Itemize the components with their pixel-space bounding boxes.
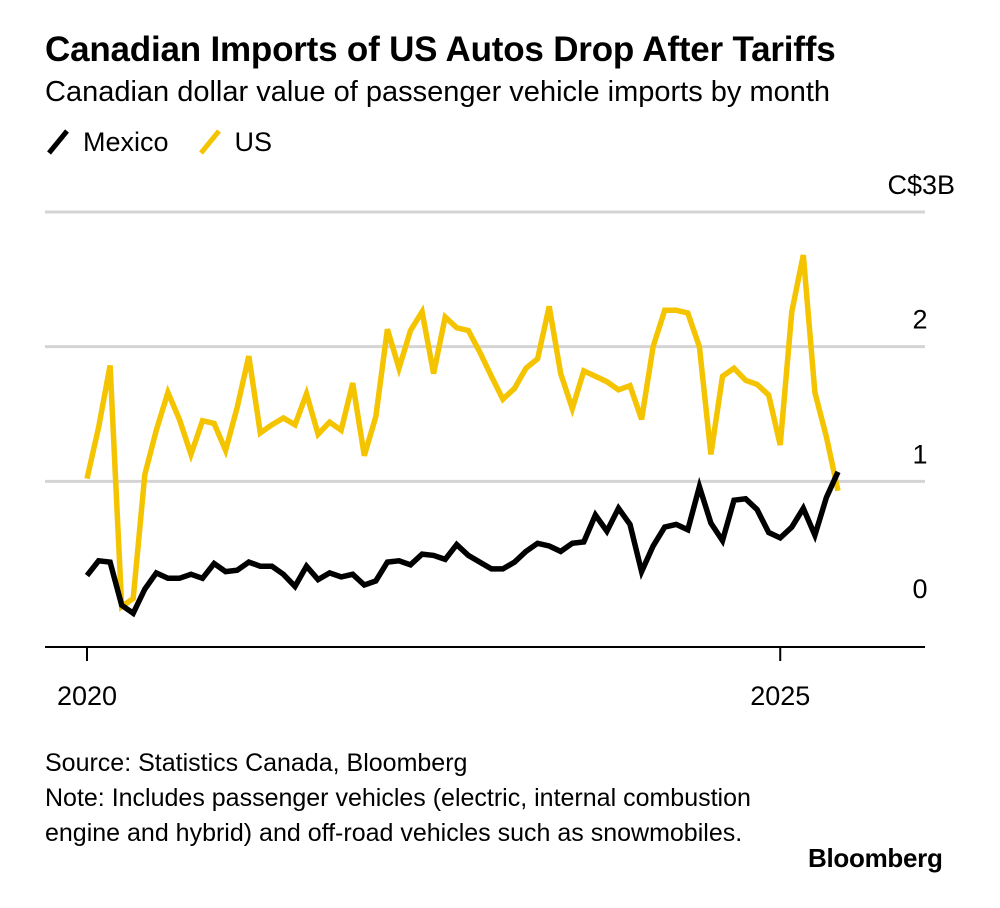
chart-title: Canadian Imports of US Autos Drop After … (45, 30, 836, 69)
legend-item-us: US (197, 126, 273, 158)
legend: Mexico US (45, 124, 300, 160)
gridlines (45, 210, 925, 483)
y-tick-label-1: 1 (912, 439, 927, 469)
bloomberg-logo: Bloomberg (808, 843, 943, 873)
line-chart: 2020 2025 C$3B 2 1 0 (45, 170, 955, 711)
legend-label-mexico: Mexico (83, 126, 169, 157)
series-line-mexico (84, 470, 841, 618)
source-text: Source: Statistics Canada, Bloomberg (45, 749, 468, 777)
footer-notes: Source: Statistics Canada, Bloomberg Not… (45, 746, 765, 851)
axes (45, 646, 925, 661)
tick-labels: 2020 2025 C$3B 2 1 0 (57, 170, 955, 711)
y-tick-label-2: 2 (912, 305, 927, 335)
legend-label-us: US (234, 126, 273, 157)
legend-swatch-us (198, 129, 221, 155)
note-text: Note: Includes passenger vehicles (elect… (45, 784, 751, 847)
y-tick-label-0: 0 (912, 574, 927, 604)
legend-swatch-mexico (47, 129, 69, 155)
series-line-us (84, 254, 841, 612)
x-tick-label-2025: 2025 (750, 681, 810, 711)
x-tick-label-2020: 2020 (57, 681, 117, 711)
legend-item-mexico: Mexico (45, 127, 169, 158)
y-tick-label-3: C$3B (887, 170, 955, 200)
chart-subtitle: Canadian dollar value of passenger vehic… (45, 76, 831, 108)
series-lines (84, 254, 841, 618)
